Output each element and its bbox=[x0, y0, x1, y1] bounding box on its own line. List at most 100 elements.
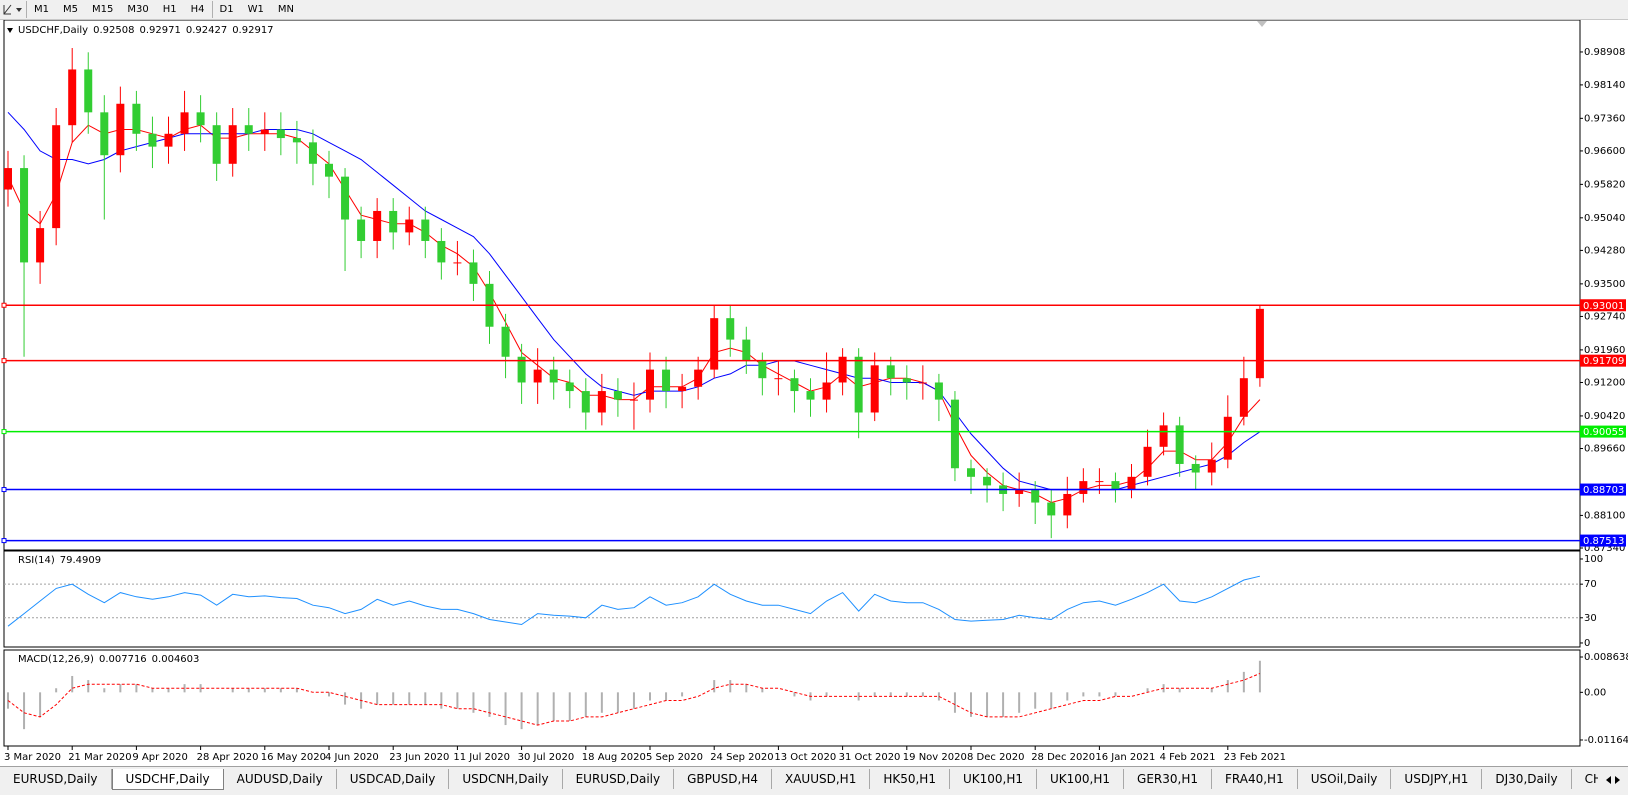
candle-body bbox=[1079, 481, 1088, 494]
indicator-header: RSI(14) 79.4909 bbox=[18, 555, 101, 566]
timeframe-button[interactable]: M1 bbox=[26, 1, 56, 18]
candle-body bbox=[1015, 489, 1024, 494]
macd-pane-frame bbox=[3, 649, 1581, 747]
x-tick-label: 21 Mar 2020 bbox=[68, 752, 131, 763]
y-tick-label: 30 bbox=[1584, 613, 1597, 624]
chart-tab[interactable]: UK100,H1 bbox=[1037, 769, 1125, 789]
indicator-header: USDCHF,Daily 0.92508 0.92971 0.92427 0.92917 bbox=[18, 25, 274, 36]
chart-tab[interactable]: USDCHF,Daily bbox=[111, 769, 224, 790]
chart-tab[interactable]: XAUUSD,H1 bbox=[772, 769, 871, 789]
chart-tab[interactable]: EURUSD,Daily bbox=[0, 769, 112, 789]
tab-bar: EURUSD,Daily USDCHF,Daily AUDUSD,Daily USDC… bbox=[0, 766, 1628, 795]
candle-body bbox=[389, 210, 398, 233]
level-label: 0.88703 bbox=[1583, 485, 1624, 496]
timeframe-button[interactable]: H1 bbox=[162, 4, 177, 15]
candle-body bbox=[68, 69, 77, 126]
candle-body bbox=[1031, 489, 1040, 503]
candle-body bbox=[950, 399, 959, 469]
candle-body bbox=[36, 228, 45, 263]
candle-body bbox=[100, 112, 109, 156]
candle-body bbox=[1143, 446, 1152, 477]
candle-body bbox=[84, 69, 93, 113]
indicator-value: 0.004603 bbox=[152, 654, 200, 665]
chart-tab[interactable]: AUDUSD,Daily bbox=[224, 769, 337, 789]
tab-scroll[interactable] bbox=[1598, 768, 1628, 792]
level-handle bbox=[1, 487, 7, 493]
candle-body bbox=[758, 361, 767, 379]
tab-scroll-arrows[interactable] bbox=[1598, 768, 1628, 792]
candle-body bbox=[421, 219, 430, 241]
timeframe-button[interactable]: MN bbox=[277, 4, 294, 15]
candle-body bbox=[934, 382, 943, 400]
chart-tab[interactable]: HK50,H1 bbox=[870, 769, 950, 789]
chart-tab[interactable]: USOil,Daily bbox=[1298, 769, 1392, 789]
x-tick-label: 11 Jul 2020 bbox=[453, 752, 510, 763]
candle-body bbox=[148, 133, 157, 147]
level-label: 0.87513 bbox=[1583, 536, 1624, 547]
chart-tab[interactable]: GBPUSD,H4 bbox=[674, 769, 772, 789]
indicator-header: MACD(12,26,9) 0.007716 0.004603 bbox=[18, 654, 199, 665]
x-tick-label: 28 Apr 2020 bbox=[197, 752, 259, 763]
candle-body bbox=[52, 125, 61, 229]
indicator-title: MACD(12,26,9) bbox=[18, 654, 94, 665]
y-tick-label: 0.93500 bbox=[1584, 279, 1625, 290]
rsi-pane-frame bbox=[3, 550, 1581, 648]
candle-body bbox=[469, 262, 478, 284]
chart-tab[interactable]: UK100,H1 bbox=[950, 769, 1037, 789]
y-tick-label: 0.95820 bbox=[1584, 179, 1625, 190]
timeframe-button[interactable]: H4 bbox=[190, 4, 205, 15]
candle-body bbox=[710, 318, 719, 370]
indicator-value: 0.92427 bbox=[186, 25, 227, 36]
x-tick-label: 28 Dec 2020 bbox=[1031, 752, 1095, 763]
candle-body bbox=[325, 163, 333, 177]
candle-body bbox=[164, 133, 173, 147]
candle-body bbox=[1239, 378, 1248, 417]
level-label-box bbox=[1580, 299, 1626, 312]
candle-body bbox=[1207, 459, 1216, 473]
candle-body bbox=[1223, 416, 1232, 460]
x-tick-label: 9 Apr 2020 bbox=[132, 752, 187, 763]
chart-tab[interactable]: USDCAD,Daily bbox=[337, 769, 450, 789]
candle-body bbox=[983, 476, 992, 486]
chart-tab[interactable]: GER30,H1 bbox=[1124, 769, 1212, 789]
candle-body bbox=[196, 112, 205, 126]
level-handle bbox=[1, 538, 7, 544]
candle-body bbox=[822, 382, 831, 400]
candle-body bbox=[276, 129, 285, 139]
indicator-value: 0.92917 bbox=[232, 25, 273, 36]
timeframe-button[interactable]: M15 bbox=[92, 4, 114, 15]
candle-body bbox=[501, 326, 510, 357]
candle-body bbox=[565, 382, 574, 392]
chart-tab[interactable]: FRA40,H1 bbox=[1212, 769, 1298, 789]
chart-tab[interactable]: EURUSD,Daily bbox=[563, 769, 675, 789]
candle-body bbox=[838, 356, 847, 383]
level-label-box bbox=[1580, 425, 1626, 438]
dropdown-marker[interactable] bbox=[7, 28, 13, 33]
x-tick-label: 30 Jul 2020 bbox=[518, 752, 575, 763]
chart-tab[interactable]: USDCNH,Daily bbox=[449, 769, 563, 789]
y-tick-label: 0.90420 bbox=[1584, 411, 1625, 422]
y-tick-label: 70 bbox=[1584, 579, 1597, 590]
chart-tab[interactable]: USDJPY,H1 bbox=[1391, 769, 1483, 789]
timeframe-button[interactable]: W1 bbox=[247, 4, 264, 15]
timeframe-button[interactable]: D1 bbox=[211, 1, 241, 18]
candle-body bbox=[790, 378, 799, 392]
candle-body bbox=[774, 378, 783, 380]
candle-body bbox=[870, 365, 879, 413]
candle-body bbox=[212, 125, 221, 164]
y-tick-label: 0 bbox=[1584, 638, 1590, 649]
level-handle bbox=[1, 429, 7, 435]
indicator-title: RSI(14) bbox=[18, 555, 55, 566]
timeframe-button[interactable]: M30 bbox=[127, 4, 149, 15]
shift-marker bbox=[1257, 21, 1267, 27]
candle-body bbox=[1127, 476, 1136, 490]
chart-tab[interactable]: DJ30,Daily bbox=[1482, 769, 1572, 789]
toolbar-icon[interactable] bbox=[0, 1, 26, 18]
candle-body bbox=[726, 318, 735, 340]
timeframe-button[interactable]: M5 bbox=[63, 4, 78, 15]
candle-body bbox=[373, 210, 382, 241]
y-tick-label: 0.96600 bbox=[1584, 146, 1625, 157]
candle-body bbox=[1159, 425, 1168, 447]
candle-body bbox=[180, 112, 189, 134]
x-tick-label: 13 Oct 2020 bbox=[774, 752, 836, 763]
